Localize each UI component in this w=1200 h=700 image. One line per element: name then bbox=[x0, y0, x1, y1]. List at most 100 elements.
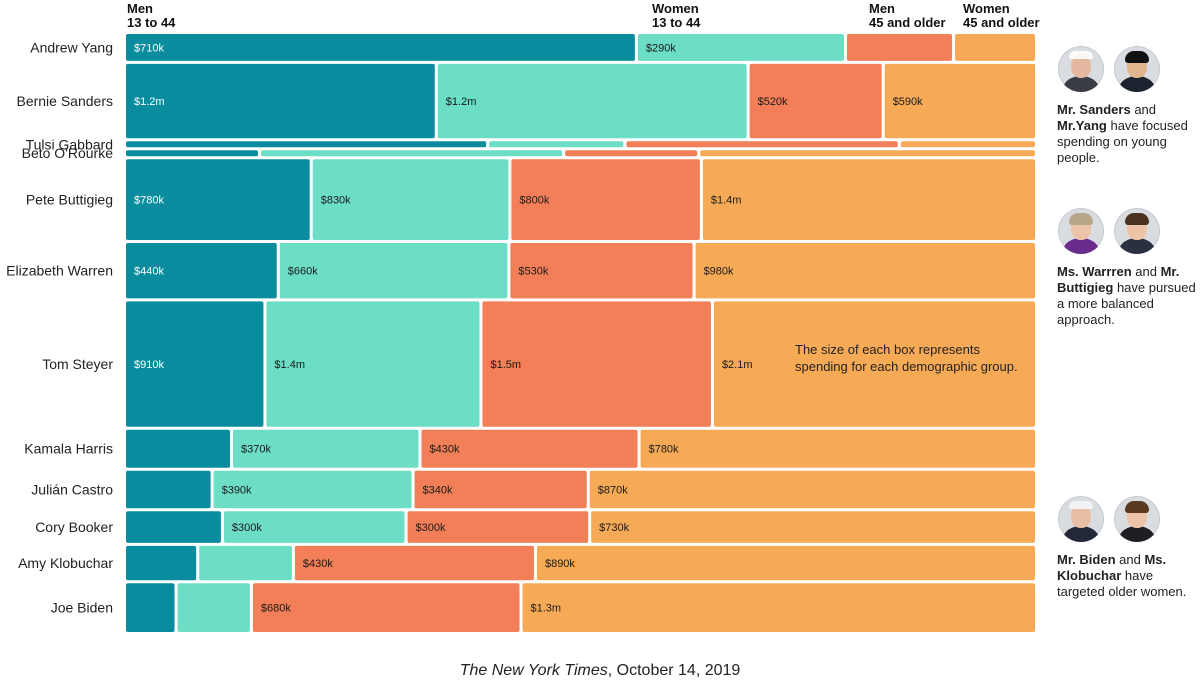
mosaic-cell bbox=[437, 63, 747, 139]
note-text: and bbox=[1131, 264, 1161, 279]
mosaic-cell bbox=[312, 159, 509, 241]
cell-value-label: $1.2m bbox=[446, 96, 477, 108]
cell-value-label: $1.4m bbox=[711, 195, 742, 207]
portrait-yang-icon bbox=[1114, 46, 1160, 92]
mosaic-cell bbox=[199, 545, 292, 581]
mosaic-cell bbox=[294, 545, 534, 581]
cell-value-label: $340k bbox=[423, 484, 453, 496]
header-men-45-plus: Men 45 and older bbox=[869, 2, 946, 30]
row-label: Tom Steyer bbox=[42, 356, 113, 372]
cell-value-label: $300k bbox=[416, 522, 446, 534]
note-name: Ms. Warrren bbox=[1057, 264, 1132, 279]
mosaic-cell bbox=[126, 63, 435, 139]
note-balanced-spending: Ms. Warrren and Mr. Buttigieg have pursu… bbox=[1057, 264, 1197, 328]
cell-value-label: $730k bbox=[599, 522, 629, 534]
source-date: , October 14, 2019 bbox=[607, 662, 741, 679]
source-publication: The New York Times bbox=[459, 662, 608, 679]
row-label: Tulsi Gabbard bbox=[26, 136, 113, 152]
mosaic-cell bbox=[489, 141, 624, 148]
cell-value-label: $1.2m bbox=[134, 96, 165, 108]
row-label: Joe Biden bbox=[51, 600, 113, 616]
row-label: Kamala Harris bbox=[24, 441, 113, 457]
mosaic-cell bbox=[279, 243, 508, 299]
cell-value-label: $780k bbox=[649, 444, 679, 456]
cell-value-label: $800k bbox=[519, 195, 549, 207]
cell-value-label: $870k bbox=[598, 484, 628, 496]
mosaic-cell bbox=[695, 243, 1035, 299]
note-text: have targeted older women. bbox=[1057, 568, 1187, 599]
mosaic-cell bbox=[126, 545, 197, 581]
mosaic-cell bbox=[252, 583, 520, 632]
cell-value-label: $520k bbox=[758, 96, 788, 108]
mosaic-cell bbox=[213, 470, 412, 509]
cell-value-label: $530k bbox=[518, 266, 548, 278]
mosaic-cell bbox=[126, 243, 277, 299]
faces-group-young bbox=[1058, 46, 1160, 92]
mosaic-cell bbox=[955, 34, 1035, 61]
cell-value-label: $710k bbox=[134, 42, 164, 54]
note-text: and bbox=[1130, 102, 1157, 117]
note-name: Mr. Biden bbox=[1057, 552, 1116, 567]
portrait-sanders-icon bbox=[1058, 46, 1104, 92]
mosaic-chart: Andrew Yang $710k $290k Bernie Sanders $1.2m… bbox=[6, 34, 1035, 632]
cell-value-label: $980k bbox=[704, 266, 734, 278]
portrait-biden-icon bbox=[1058, 496, 1104, 542]
cell-value-label: $1.5m bbox=[490, 359, 521, 371]
cell-value-label: $890k bbox=[545, 558, 575, 570]
cell-value-label: $660k bbox=[288, 266, 318, 278]
cell-value-label: $390k bbox=[222, 484, 252, 496]
header-line: 45 and older bbox=[869, 15, 946, 30]
mosaic-cell bbox=[640, 429, 1035, 468]
cell-value-label: $1.3m bbox=[531, 603, 562, 615]
cell-value-label: $590k bbox=[893, 96, 923, 108]
chart-annotation: The size of each box represents spending … bbox=[795, 342, 1018, 374]
mosaic-cell bbox=[536, 545, 1035, 581]
source-credit: The New York Times, October 14, 2019 bbox=[0, 662, 1200, 680]
mosaic-cell bbox=[884, 63, 1035, 139]
mosaic-cell bbox=[126, 159, 310, 241]
mosaic-cell bbox=[126, 583, 175, 632]
mosaic-cell bbox=[223, 511, 405, 543]
cell-value-label: $780k bbox=[134, 195, 164, 207]
row-label: Elizabeth Warren bbox=[6, 263, 113, 279]
cell-value-label: $680k bbox=[261, 603, 291, 615]
portrait-warren-icon bbox=[1058, 208, 1104, 254]
note-name: Ms. Klobuchar bbox=[1057, 552, 1167, 583]
faces-group-balanced bbox=[1058, 208, 1160, 254]
mosaic-cell bbox=[126, 470, 211, 509]
mosaic-cell bbox=[702, 159, 1035, 241]
row-label: Beto O'Rourke bbox=[22, 145, 114, 161]
mosaic-cell bbox=[232, 429, 419, 468]
mosaic-cell bbox=[126, 511, 221, 543]
portrait-buttigieg-icon bbox=[1114, 208, 1160, 254]
mosaic-cell bbox=[565, 150, 698, 157]
row-label: Cory Booker bbox=[35, 519, 113, 535]
cell-value-label: $910k bbox=[134, 359, 164, 371]
mosaic-cell bbox=[261, 150, 563, 157]
cell-value-label: $300k bbox=[232, 522, 262, 534]
mosaic-cell bbox=[126, 150, 259, 157]
note-text: have focused spending on young people. bbox=[1057, 118, 1188, 165]
cell-value-label: $370k bbox=[241, 444, 271, 456]
header-line: Men bbox=[869, 1, 895, 16]
header-women-13-44: Women 13 to 44 bbox=[652, 2, 700, 30]
mosaic-cell bbox=[266, 301, 480, 427]
row-label: Pete Buttigieg bbox=[26, 192, 113, 208]
mosaic-cell bbox=[511, 159, 700, 241]
mosaic-cell bbox=[900, 141, 1035, 148]
mosaic-cell bbox=[749, 63, 882, 139]
row-label: Andrew Yang bbox=[30, 39, 113, 55]
header-line: Women bbox=[963, 1, 1010, 16]
note-name: Mr. Buttigieg bbox=[1057, 264, 1180, 295]
cell-value-label: $290k bbox=[646, 42, 676, 54]
cell-value-label: $430k bbox=[430, 444, 460, 456]
cell-value-label: $440k bbox=[134, 266, 164, 278]
row-label: Bernie Sanders bbox=[16, 93, 113, 109]
mosaic-cell bbox=[126, 429, 230, 468]
header-line: Men bbox=[127, 1, 153, 16]
mosaic-cell bbox=[126, 141, 487, 148]
mosaic-cell bbox=[126, 34, 635, 61]
header-line: 13 to 44 bbox=[127, 15, 176, 30]
note-older-women-spending: Mr. Biden and Ms. Klobuchar have targete… bbox=[1057, 552, 1197, 600]
cell-value-label: $2.1m bbox=[722, 359, 753, 371]
